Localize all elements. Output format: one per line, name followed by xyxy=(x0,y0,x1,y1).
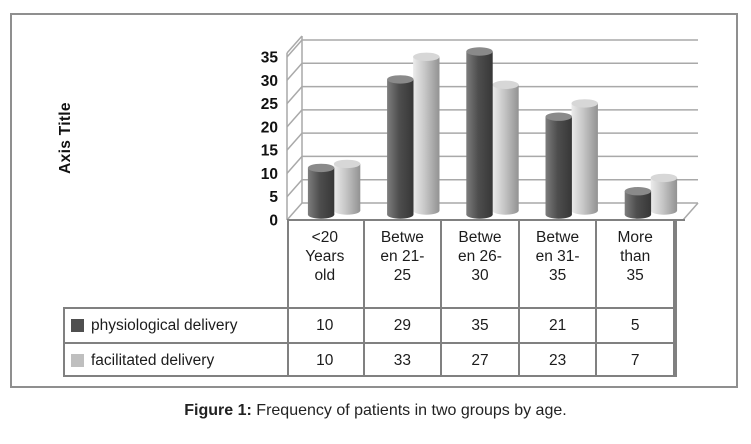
bar-cylinder-facilitated xyxy=(333,159,361,215)
value-cell: 33 xyxy=(364,342,443,377)
table-border-left-values xyxy=(287,221,289,377)
svg-text:20: 20 xyxy=(261,119,278,136)
value-cell: 23 xyxy=(519,342,598,377)
table-border-left xyxy=(63,307,65,377)
y-axis-tick-labels: 0 5 10 15 20 25 30 35 xyxy=(261,50,279,230)
series-name: physiological delivery xyxy=(91,316,238,334)
bar-cylinder-physiological xyxy=(545,112,572,219)
bar-cylinder-physiological xyxy=(624,187,652,219)
svg-text:25: 25 xyxy=(261,96,279,113)
value-cell: 29 xyxy=(364,307,443,342)
bar-cylinder-facilitated xyxy=(650,173,678,215)
category-header-cell: More than 35 xyxy=(597,221,675,307)
bar-cylinder-physiological xyxy=(387,75,414,219)
bar-cylinder-facilitated xyxy=(413,52,440,215)
svg-text:30: 30 xyxy=(261,73,278,90)
svg-text:0: 0 xyxy=(269,213,278,230)
chart-frame xyxy=(10,13,738,388)
value-cell: 27 xyxy=(442,342,520,377)
category-header-cell: <20 Years old xyxy=(287,221,365,307)
svg-text:35: 35 xyxy=(261,50,279,67)
series-row-label: facilitated delivery xyxy=(63,342,287,377)
value-cell: 10 xyxy=(287,342,365,377)
figure-caption-text: Frequency of patients in two groups by a… xyxy=(251,402,567,419)
value-cell: 21 xyxy=(519,307,598,342)
series-name: facilitated delivery xyxy=(91,351,215,369)
legend-swatch xyxy=(71,354,84,367)
figure-caption-label: Figure 1: xyxy=(184,402,252,419)
category-header-cell: Betwe en 31- 35 xyxy=(520,221,598,307)
series-row-label: physiological delivery xyxy=(63,307,287,342)
bar-cylinder-physiological xyxy=(466,47,493,219)
value-cell: 5 xyxy=(597,307,675,342)
category-header-cell: Betwe en 21- 25 xyxy=(365,221,443,307)
category-header-cell: Betwe en 26- 30 xyxy=(442,221,520,307)
x-axis-line xyxy=(287,219,685,221)
svg-text:5: 5 xyxy=(269,189,278,206)
bar-cylinder-facilitated xyxy=(571,99,598,215)
table-border-bottom xyxy=(63,375,677,377)
table-border-right xyxy=(675,221,677,377)
value-cell: 10 xyxy=(287,307,365,342)
svg-text:10: 10 xyxy=(261,166,278,183)
bar-cylinder-physiological xyxy=(307,163,335,219)
legend-swatch xyxy=(71,319,84,332)
bar-cylinder-facilitated xyxy=(492,80,519,215)
value-cell: 35 xyxy=(442,307,520,342)
value-cell: 7 xyxy=(597,342,675,377)
svg-text:15: 15 xyxy=(261,143,279,160)
figure-caption: Figure 1: Frequency of patients in two g… xyxy=(0,402,751,420)
